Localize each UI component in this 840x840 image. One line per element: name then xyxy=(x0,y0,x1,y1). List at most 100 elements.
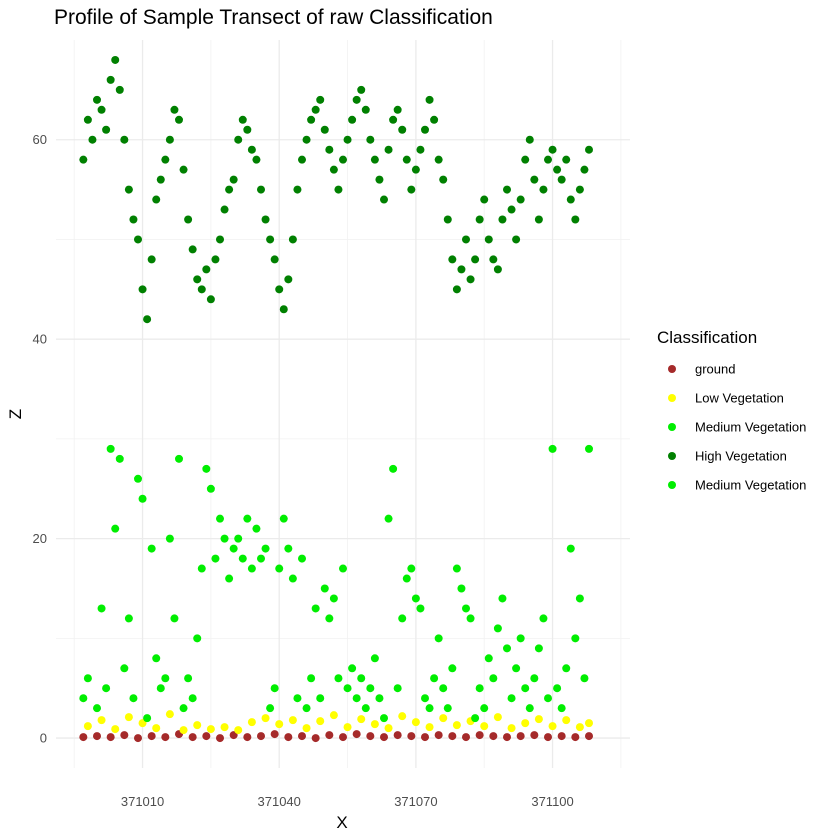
point-2-23 xyxy=(188,694,197,703)
point-3-65 xyxy=(375,175,384,184)
point-3-21 xyxy=(175,115,183,124)
point-0-27 xyxy=(448,732,457,741)
point-3-5 xyxy=(102,125,111,134)
point-2-39 xyxy=(261,544,270,553)
point-2-17 xyxy=(161,674,170,683)
point-2-1 xyxy=(83,674,92,683)
point-3-50 xyxy=(307,115,316,124)
point-3-35 xyxy=(238,115,247,124)
point-0-19 xyxy=(339,733,347,742)
point-3-26 xyxy=(197,285,206,294)
point-2-57 xyxy=(343,684,352,693)
legend: Classification ground Low Vegetation Mediu… xyxy=(657,328,806,493)
point-3-31 xyxy=(220,205,229,214)
point-3-77 xyxy=(430,115,439,124)
point-3-84 xyxy=(462,235,470,244)
point-3-13 xyxy=(138,285,147,294)
y-axis-title: Z xyxy=(6,409,25,419)
point-1-29 xyxy=(480,722,489,731)
point-0-14 xyxy=(270,730,279,739)
point-2-101 xyxy=(544,694,552,703)
point-2-15 xyxy=(152,654,161,663)
point-2-8 xyxy=(120,664,129,673)
point-0-16 xyxy=(298,732,306,741)
point-3-78 xyxy=(434,155,443,164)
point-2-12 xyxy=(138,494,147,503)
point-3-29 xyxy=(211,255,220,264)
point-1-22 xyxy=(384,724,393,733)
point-3-103 xyxy=(548,145,557,154)
point-2-52 xyxy=(320,584,329,593)
point-2-32 xyxy=(229,544,238,553)
point-1-26 xyxy=(439,714,448,723)
point-3-88 xyxy=(480,195,489,204)
point-2-96 xyxy=(521,684,530,693)
legend-label-4: Medium Vegetation xyxy=(695,478,806,493)
point-3-51 xyxy=(311,105,320,114)
legend-label-2: Medium Vegetation xyxy=(695,420,806,435)
point-3-40 xyxy=(261,215,270,224)
series-1 xyxy=(83,710,593,735)
legend-title: Classification xyxy=(657,328,757,347)
point-1-11 xyxy=(234,726,243,735)
point-1-7 xyxy=(179,726,188,735)
point-3-27 xyxy=(202,265,211,274)
point-3-69 xyxy=(393,105,402,114)
point-3-81 xyxy=(448,255,457,264)
point-3-74 xyxy=(416,145,425,154)
point-3-59 xyxy=(348,115,357,124)
point-2-90 xyxy=(493,624,502,633)
point-0-32 xyxy=(516,732,525,741)
point-3-16 xyxy=(152,195,161,204)
point-3-14 xyxy=(143,315,152,324)
point-3-6 xyxy=(106,75,115,84)
x-axis-title: X xyxy=(336,813,347,832)
point-0-23 xyxy=(393,731,402,740)
point-3-55 xyxy=(329,165,338,174)
point-0-35 xyxy=(557,732,566,741)
point-2-7 xyxy=(115,454,124,463)
point-0-2 xyxy=(106,733,115,742)
point-3-12 xyxy=(134,235,142,244)
point-3-75 xyxy=(421,125,429,134)
point-3-42 xyxy=(270,255,279,264)
point-2-95 xyxy=(516,634,525,643)
point-2-45 xyxy=(288,574,297,583)
point-3-73 xyxy=(411,165,420,174)
point-1-33 xyxy=(534,715,543,724)
point-2-97 xyxy=(525,704,534,713)
point-2-36 xyxy=(247,564,256,573)
point-3-100 xyxy=(534,215,543,224)
point-2-110 xyxy=(585,444,593,453)
point-3-92 xyxy=(498,215,507,224)
y-tick-label-2: 40 xyxy=(33,332,47,347)
point-1-6 xyxy=(165,710,174,719)
point-3-7 xyxy=(111,55,120,64)
point-3-49 xyxy=(302,135,311,144)
point-2-46 xyxy=(293,694,302,703)
point-3-24 xyxy=(188,245,197,254)
point-2-38 xyxy=(257,554,265,563)
point-3-86 xyxy=(471,255,480,264)
point-3-22 xyxy=(179,165,188,174)
point-3-47 xyxy=(293,185,302,194)
point-2-47 xyxy=(298,554,306,563)
point-0-0 xyxy=(79,733,88,742)
point-3-36 xyxy=(243,125,252,134)
point-2-74 xyxy=(421,694,429,703)
point-2-13 xyxy=(143,714,152,723)
legend-label-1: Low Vegetation xyxy=(695,391,784,406)
x-tick-label-1: 371040 xyxy=(258,794,301,809)
point-0-36 xyxy=(571,733,580,742)
point-2-104 xyxy=(557,704,566,713)
point-0-34 xyxy=(544,733,552,742)
point-3-80 xyxy=(443,215,452,224)
point-3-3 xyxy=(93,95,101,104)
point-3-108 xyxy=(571,215,580,224)
y-tick-label-0: 0 xyxy=(40,731,47,746)
point-3-15 xyxy=(147,255,156,264)
point-2-56 xyxy=(339,564,347,573)
point-0-8 xyxy=(188,733,197,742)
point-2-48 xyxy=(302,704,311,713)
point-0-1 xyxy=(93,732,101,741)
